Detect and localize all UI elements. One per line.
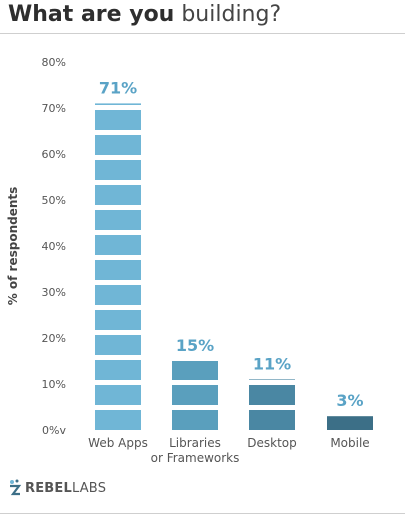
bar-segment (95, 260, 141, 280)
bar-segment (95, 385, 141, 405)
bar-value-label: 15% (176, 336, 214, 355)
y-axis-label: % of respondents (6, 187, 20, 306)
y-tick-label: 50% (42, 194, 66, 207)
y-tick-label: 20% (42, 332, 66, 345)
bar-segment (95, 135, 141, 155)
title-bold: What are you (8, 2, 175, 27)
y-tick-label: 40% (42, 240, 66, 253)
y-tick-label: 80% (42, 56, 66, 69)
bar-segment (249, 410, 295, 430)
bar-segment (172, 385, 218, 405)
y-tick-label: 0%v (42, 424, 66, 437)
y-tick-label: 30% (42, 286, 66, 299)
rebellabs-logo: REBELLABS (8, 478, 106, 498)
bar-segment (249, 379, 295, 380)
logo-suffix: LABS (71, 480, 107, 496)
bar-segment (172, 361, 218, 380)
bar-segment (95, 410, 141, 430)
chart-title: What are you building? (8, 2, 281, 27)
bar-value-label: 3% (336, 391, 363, 410)
bar-segment (95, 185, 141, 205)
bar-value-label: 11% (253, 354, 291, 373)
logo-text: REBELLABS (25, 481, 106, 496)
x-category-label: Web Apps (88, 436, 148, 450)
x-category-label: Mobile (330, 436, 369, 450)
title-rest: building? (181, 2, 282, 27)
footer-divider (0, 513, 405, 514)
bar-chart: 0%v 10% 20% 30% 40% 50% 60% 70% 80% % of responde… (6, 56, 373, 465)
bar-value-label: 71% (99, 78, 137, 97)
logo-brand: REBEL (25, 480, 72, 496)
y-tick-label: 60% (42, 148, 66, 161)
bar-segment (95, 110, 141, 130)
bar-segment (95, 360, 141, 380)
title-divider (0, 33, 405, 34)
y-tick-label: 70% (42, 102, 66, 115)
rebellabs-logo-icon (10, 479, 22, 496)
bar-segment (172, 410, 218, 430)
bar-segment (95, 160, 141, 180)
bar-segment (95, 210, 141, 230)
bar-segment (95, 310, 141, 330)
bar-segment (95, 235, 141, 255)
y-tick-label: 10% (42, 378, 66, 391)
bar-segment (249, 385, 295, 405)
x-category-label: or Frameworks (151, 451, 240, 465)
x-category-label: Desktop (247, 436, 297, 450)
x-category-label: Libraries (169, 436, 221, 450)
bar-segment (327, 416, 373, 430)
bar-segment (95, 335, 141, 355)
bar-segment (95, 285, 141, 305)
bar-segment (95, 103, 141, 105)
